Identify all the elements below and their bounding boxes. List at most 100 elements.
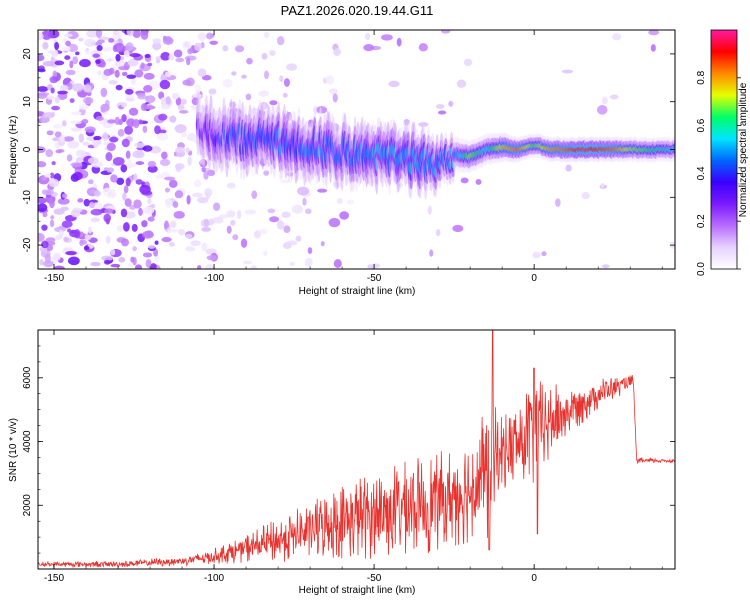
heatmap-cell	[126, 30, 134, 37]
heatmap-cell	[106, 142, 116, 152]
heatmap-cell	[170, 220, 177, 229]
spectrogram-y-axis-label: Frequency (Hz)	[8, 116, 19, 185]
heatmap-cell	[103, 213, 112, 223]
x-tick-label: -150	[44, 273, 64, 284]
heatmap-cell	[212, 216, 224, 224]
heatmap-cell	[460, 177, 469, 184]
heatmap-cell	[182, 40, 192, 50]
x-tick-label: -100	[204, 573, 224, 584]
heatmap-cell	[230, 219, 236, 226]
heatmap-cell	[93, 135, 102, 141]
heatmap-cell	[133, 118, 140, 129]
heatmap-cell	[144, 54, 151, 59]
heatmap-cell	[110, 174, 118, 183]
heatmap-cell	[435, 104, 445, 109]
heatmap-cell	[116, 177, 125, 186]
heatmap-cell	[304, 208, 312, 215]
heatmap-cell	[173, 210, 185, 219]
heatmap-cell	[124, 211, 136, 219]
heatmap-cell	[38, 86, 49, 92]
heatmap-cell	[114, 59, 125, 67]
heatmap-cell	[174, 190, 184, 199]
heatmap-cell	[78, 104, 89, 110]
heatmap-cell	[83, 198, 91, 207]
heatmap-cell	[208, 218, 215, 226]
heatmap-cell	[363, 44, 375, 52]
heatmap-cell	[286, 240, 298, 246]
heatmap-cell	[206, 32, 214, 40]
heatmap-cell	[100, 87, 108, 98]
heatmap-cell	[66, 154, 73, 162]
heatmap-cell	[107, 119, 116, 124]
heatmap-cell	[240, 238, 248, 248]
heatmap-cell	[136, 92, 146, 97]
heatmap-cell	[90, 208, 103, 216]
heatmap-cell	[184, 246, 196, 252]
colorbar-tick-label: 0.8	[696, 70, 707, 84]
heatmap-cell	[168, 179, 178, 188]
heatmap-cell	[456, 79, 467, 88]
heatmap-cell	[103, 259, 111, 265]
heatmap-cell	[427, 205, 432, 215]
heatmap-cell	[596, 105, 608, 115]
y-tick-label: 20	[22, 48, 33, 60]
heatmap-cell	[125, 177, 131, 187]
heatmap-cell	[182, 79, 192, 86]
heatmap-cell	[154, 255, 160, 262]
heatmap-cell	[156, 132, 169, 141]
heatmap-cell	[124, 125, 133, 135]
heatmap-cell	[51, 105, 60, 111]
heatmap-cell	[54, 226, 66, 233]
heatmap-ridge	[195, 93, 675, 200]
heatmap-cell	[297, 186, 310, 196]
heatmap-cell	[152, 38, 162, 44]
colorbar-tick-label: 0.2	[696, 214, 707, 228]
heatmap-cell	[267, 208, 276, 214]
heatmap-cell	[201, 74, 212, 81]
heatmap-cell	[253, 230, 261, 239]
heatmap-cell	[302, 197, 307, 206]
heatmap-cell	[541, 251, 547, 257]
heatmap-cell	[197, 196, 209, 204]
heatmap-cell	[160, 103, 171, 110]
heatmap-cell	[209, 40, 218, 45]
heatmap-cell	[47, 49, 58, 55]
heatmap-cell	[78, 133, 85, 143]
heatmap-cell	[169, 115, 177, 123]
heatmap-cell	[42, 41, 49, 50]
heatmap-cell	[165, 96, 171, 105]
heatmap-cell	[106, 58, 114, 62]
heatmap-cell	[122, 192, 127, 201]
heatmap-cell	[77, 198, 84, 203]
heatmap-cell	[123, 185, 129, 194]
heatmap-cell	[140, 62, 145, 69]
heatmap-cell	[143, 84, 153, 93]
heatmap-cell	[45, 149, 54, 158]
heatmap-cell	[69, 60, 74, 69]
heatmap-cell	[317, 188, 328, 193]
heatmap-cell	[364, 32, 371, 41]
heatmap-cell	[332, 93, 338, 103]
heatmap-cell	[130, 256, 135, 263]
heatmap-cell	[218, 214, 229, 219]
heatmap-cell	[162, 36, 174, 45]
heatmap-cell	[142, 145, 153, 152]
heatmap-cell	[193, 179, 202, 188]
heatmap-cell	[147, 198, 152, 205]
heatmap-cell	[304, 257, 313, 267]
heatmap-cell	[367, 264, 375, 269]
heatmap-cell	[601, 264, 610, 269]
heatmap-cell	[124, 88, 134, 95]
heatmap-cell	[131, 223, 138, 232]
y-tick-label: 0	[22, 146, 33, 152]
heatmap-cell	[264, 70, 270, 80]
heatmap-cell	[145, 258, 152, 268]
heatmap-cell	[113, 42, 125, 53]
heatmap-cell	[234, 45, 245, 53]
heatmap-cell	[197, 265, 202, 269]
heatmap-cell	[185, 147, 190, 154]
heatmap-cell	[129, 52, 141, 58]
heatmap-cell	[92, 53, 100, 58]
heatmap-cell	[291, 204, 304, 214]
heatmap-cell	[175, 163, 182, 173]
